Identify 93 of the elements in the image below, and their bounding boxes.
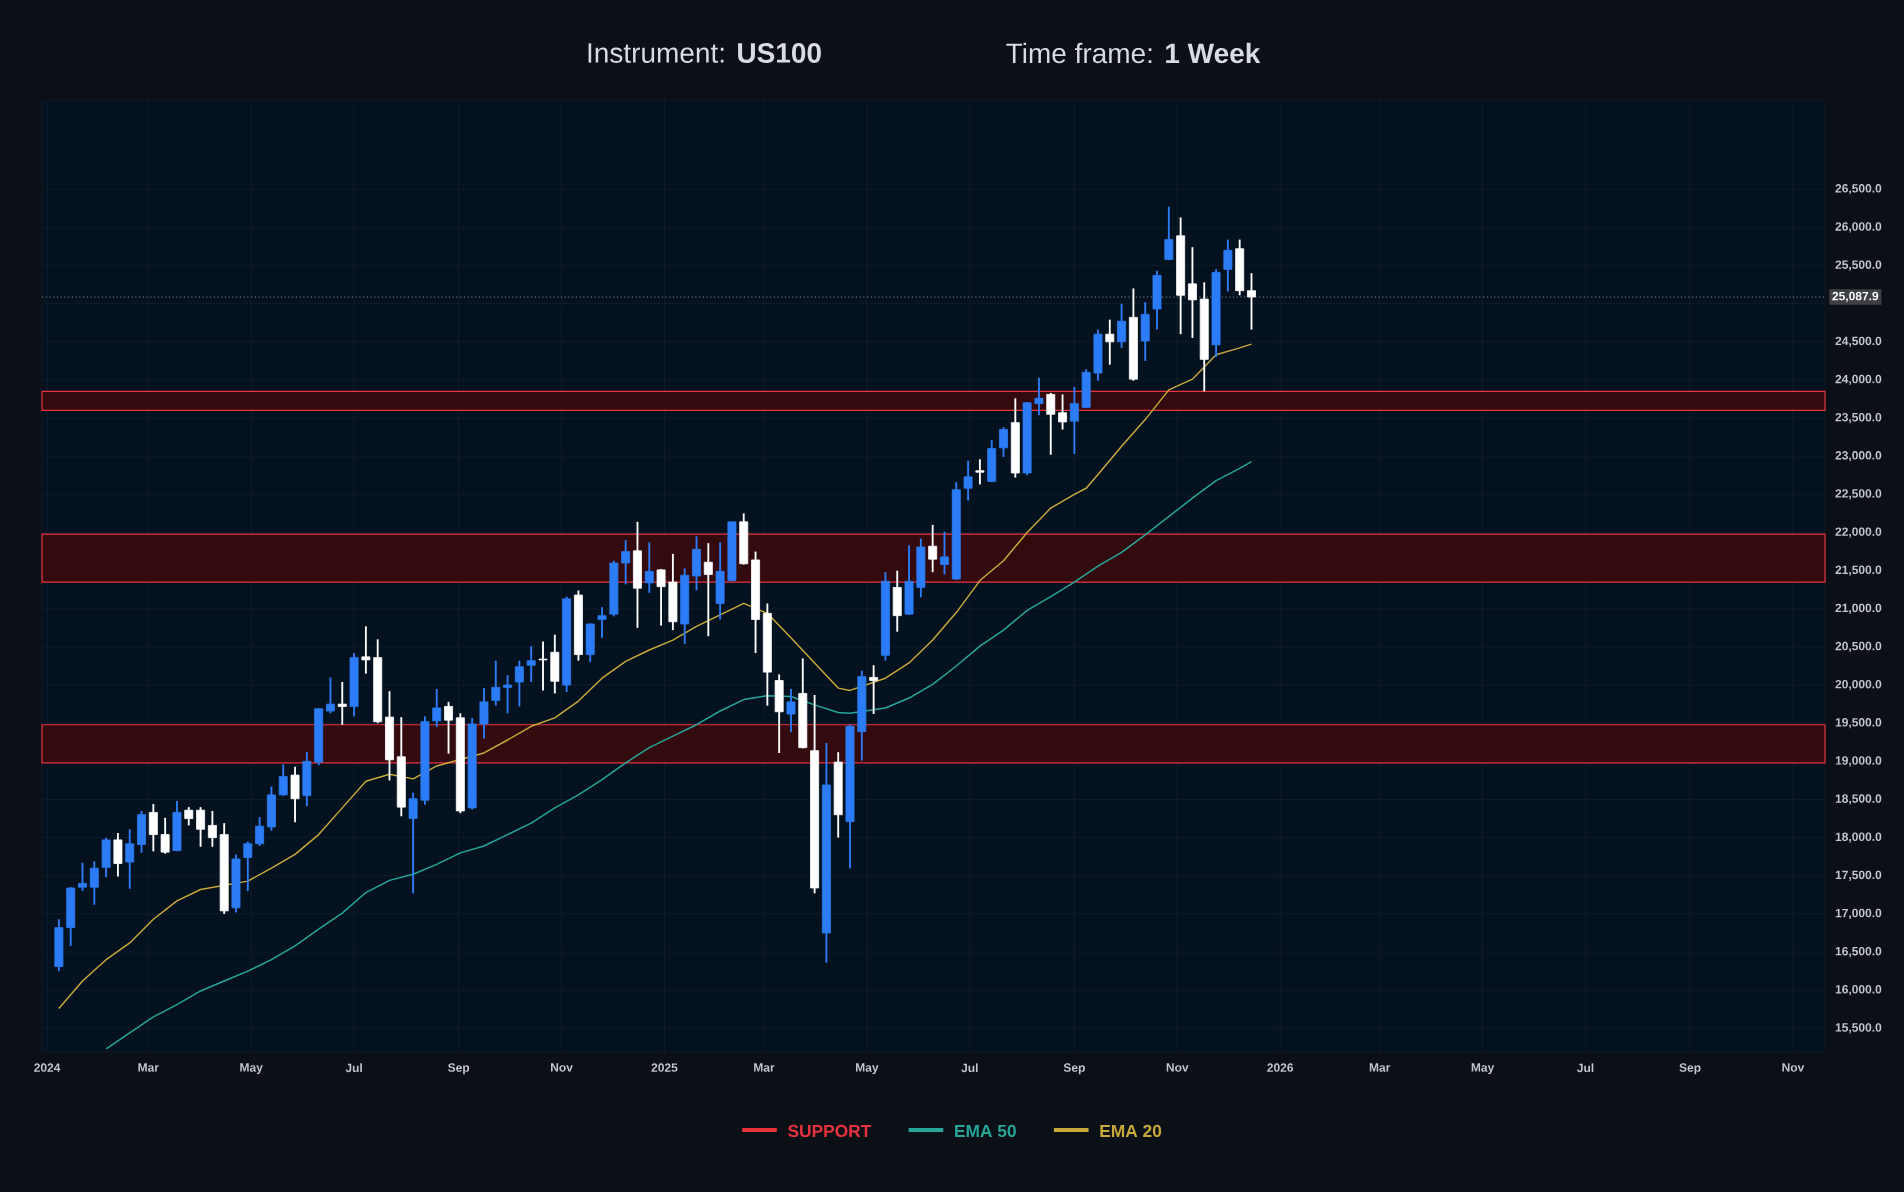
candlestick — [243, 840, 253, 892]
y-tick-label: 16,500.0 — [1835, 946, 1882, 958]
candlestick — [113, 832, 123, 878]
chart-title: Instrument: US100 — [588, 43, 821, 63]
candlestick — [1247, 272, 1256, 331]
y-tick-label: 15,500.0 — [1835, 1023, 1882, 1034]
candlestick — [1117, 302, 1127, 349]
candlestick — [361, 625, 371, 675]
candlestick — [928, 523, 938, 574]
candlestick — [503, 674, 513, 715]
candlestick — [1058, 393, 1067, 431]
candlestick — [207, 810, 217, 848]
candlestick — [1046, 391, 1056, 456]
candlestick — [940, 530, 949, 576]
x-tick-label: 2024 — [34, 1063, 61, 1072]
candlestick — [1164, 205, 1174, 262]
candlestick — [1223, 238, 1233, 293]
candlestick — [514, 659, 524, 708]
candlestick — [479, 687, 489, 740]
y-tick-label: 23,000.0 — [1835, 451, 1882, 462]
legend-label: EMA 50 — [955, 1124, 1016, 1138]
candlestick — [255, 816, 265, 847]
x-tick-label: Mar — [138, 1063, 159, 1072]
y-tick-label: 21,000.0 — [1835, 603, 1882, 614]
candlestick — [644, 541, 654, 594]
candlestick — [538, 640, 548, 692]
candlestick — [1187, 246, 1197, 339]
y-tick-label: 21,500.0 — [1835, 565, 1882, 576]
x-tick-label: Jul — [1577, 1063, 1594, 1073]
candlestick — [869, 664, 879, 715]
x-tick-label: Sep — [1679, 1063, 1701, 1075]
ref-line-label: 25,087.9 — [1832, 291, 1879, 303]
candlestick — [444, 700, 453, 755]
candlestick — [89, 860, 99, 906]
x-tick-label: May — [1471, 1063, 1495, 1075]
y-tick-label: 19,000.0 — [1835, 756, 1882, 767]
chart-subtitle: Time frame: 1 Week — [1006, 42, 1261, 64]
candlestick — [526, 645, 536, 683]
x-tick-label: Mar — [1369, 1063, 1391, 1072]
candlestick — [786, 687, 796, 734]
legend-label: SUPPORT — [788, 1124, 872, 1138]
y-tick-label: 26,000.0 — [1835, 222, 1882, 233]
candlestick — [125, 828, 135, 890]
y-tick-label: 22,000.0 — [1835, 527, 1882, 538]
candlestick — [278, 763, 288, 797]
x-tick-label: 2026 — [1267, 1063, 1294, 1072]
candlestick — [78, 861, 87, 892]
candlestick — [184, 806, 194, 827]
candlestick — [337, 681, 347, 726]
candlestick — [703, 542, 713, 638]
x-tick-label: Sep — [448, 1063, 470, 1075]
candlestick — [491, 659, 501, 707]
y-tick-label: 22,500.0 — [1835, 489, 1882, 500]
x-tick-label: Mar — [754, 1063, 775, 1072]
candlestick — [999, 426, 1008, 458]
candlestick — [290, 765, 300, 824]
y-tick-label: 26,500.0 — [1835, 184, 1882, 195]
candlestick — [196, 806, 206, 848]
y-tick-label: 24,000.0 — [1835, 374, 1882, 386]
candlestick — [326, 676, 335, 715]
candlestick — [975, 458, 985, 486]
x-tick-label: Nov — [1782, 1063, 1805, 1072]
x-tick-label: 2025 — [651, 1063, 678, 1072]
candlestick — [621, 539, 631, 586]
candlestick — [408, 791, 418, 895]
x-tick-label: Nov — [1166, 1063, 1189, 1072]
y-tick-label: 23,500.0 — [1835, 412, 1882, 424]
y-tick-label: 18,500.0 — [1835, 794, 1882, 805]
candlestick — [148, 803, 158, 853]
y-tick-label: 16,000.0 — [1835, 985, 1882, 996]
y-tick-label: 20,000.0 — [1835, 679, 1882, 691]
y-tick-label: 25,500.0 — [1835, 260, 1882, 271]
x-tick-label: May — [240, 1063, 263, 1075]
candlestick — [1034, 376, 1044, 416]
x-tick-label: Nov — [551, 1063, 573, 1072]
candlestick — [1105, 318, 1115, 366]
x-tick-label: May — [856, 1063, 879, 1075]
y-tick-label: 19,500.0 — [1835, 718, 1882, 729]
legend-label: EMA 20 — [1100, 1124, 1162, 1138]
x-tick-label: Jul — [961, 1063, 978, 1073]
y-tick-label: 17,500.0 — [1835, 870, 1882, 881]
candlestick — [656, 568, 666, 627]
candlestick — [1069, 385, 1079, 455]
candlestick — [160, 816, 170, 855]
y-tick-label: 17,000.0 — [1835, 908, 1882, 920]
candlestick — [597, 606, 607, 639]
y-tick-label: 24,500.0 — [1835, 336, 1882, 347]
candlestick — [432, 687, 442, 728]
y-tick-label: 20,500.0 — [1835, 641, 1882, 653]
y-tick-label: 18,000.0 — [1835, 832, 1882, 843]
x-tick-label: Jul — [345, 1063, 362, 1073]
x-tick-label: Sep — [1063, 1063, 1085, 1075]
candlestick — [963, 459, 973, 502]
